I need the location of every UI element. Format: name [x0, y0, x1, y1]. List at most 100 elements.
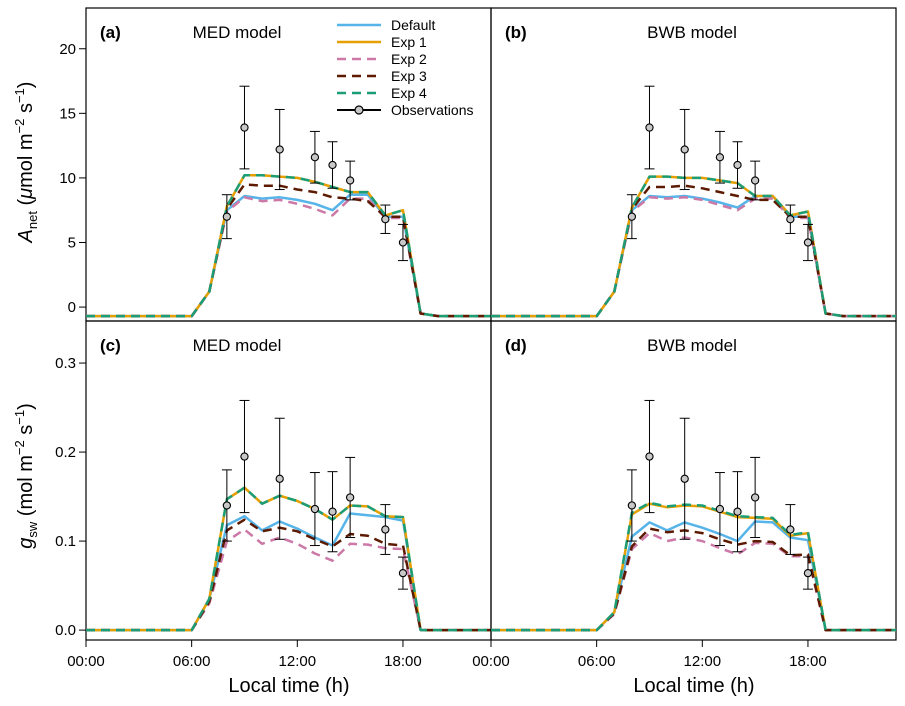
panel-a-obs-point [222, 212, 232, 221]
panel-c-frame [85, 320, 492, 641]
panel-b-obs-point [750, 176, 760, 185]
panel-d-obs-point [786, 525, 795, 534]
panel-b-obs-point [786, 215, 795, 224]
panel-a-ytick-label: 10 [59, 170, 76, 187]
panel-c-obs-point [345, 493, 355, 502]
legend-entry-exp3: Exp 3 [337, 68, 427, 84]
panel-a-series-exp1 [86, 174, 491, 318]
panel-b-frame [490, 7, 897, 322]
panel-a-ytick-label: 0 [68, 299, 76, 316]
legend-label-exp1: Exp 1 [391, 34, 427, 50]
legend: Default Exp 1 Exp 2 Exp 3 Exp 4 Observat… [337, 17, 473, 118]
panel-b-series-exp4 [491, 175, 896, 318]
panel-d: 00:00 06:00 12:00 18:00 (d) BWB model [472, 320, 897, 670]
panel-c-title: MED model [193, 336, 282, 355]
panel-b-title: BWB model [647, 23, 737, 42]
x-axis-title-right: Local time (h) [633, 675, 754, 697]
panel-d-frame [490, 320, 897, 641]
panel-a-ytick-label: 20 [59, 41, 76, 58]
panel-c-ytick-label: 0.1 [55, 533, 76, 550]
legend-label-exp4: Exp 4 [391, 85, 427, 101]
panel-c-xtick-label: 18:00 [384, 653, 422, 670]
panel-a-letter: (a) [100, 23, 121, 42]
panel-c-obs-point [398, 568, 408, 578]
panel-a-ytick-label: 15 [59, 105, 76, 122]
panel-d-series-default [491, 520, 896, 632]
panel-a-obs-point [240, 123, 249, 132]
panel-d-xtick-label: 18:00 [789, 653, 827, 670]
panel-d-series-exp2 [491, 531, 896, 632]
panel-a-series-exp2 [86, 196, 491, 318]
panel-d-obs-point [627, 501, 637, 510]
panel-c-obs-point [381, 525, 390, 534]
legend-entry-exp2: Exp 2 [337, 51, 427, 67]
panel-b-obs-point [803, 238, 813, 247]
panel-d-series-exp4 [491, 501, 896, 632]
panel-d-obs-point [803, 568, 813, 578]
panel-d-xtick-label: 06:00 [578, 653, 616, 670]
panel-c-letter: (c) [100, 336, 121, 355]
panel-c-obs-point [328, 507, 337, 516]
panel-d-series-exp3 [491, 527, 896, 632]
panel-c-xtick-label: 06:00 [173, 653, 211, 670]
panel-a-obs-point [345, 176, 355, 185]
panel-b-obs-point [715, 153, 725, 162]
panel-c-series-exp4 [86, 486, 491, 632]
panel-d-obs-point [715, 504, 725, 514]
panel-b-obs-point [627, 212, 637, 221]
legend-entry-exp4: Exp 4 [337, 85, 427, 101]
panel-c-series-exp3 [86, 518, 491, 632]
panel-b: (b) BWB model [490, 7, 897, 322]
panel-a-obs-point [310, 153, 320, 162]
legend-entry-exp1: Exp 1 [337, 34, 427, 50]
panel-c-ytick-label: 0.0 [55, 622, 76, 639]
panel-a-series-default [86, 193, 491, 318]
panel-a-series-exp4 [86, 174, 491, 318]
x-axis-title-left: Local time (h) [228, 675, 349, 697]
panel-c-obs-point [310, 504, 320, 514]
panel-c-obs-point [275, 474, 284, 483]
y-axis-title-top: Anet (μmol m−2 s−1) [12, 82, 40, 244]
legend-entry-default: Default [337, 17, 435, 33]
panel-d-obs-point [750, 493, 760, 502]
legend-entry-observations: Observations [337, 102, 473, 118]
panel-d-xtick-label: 00:00 [472, 653, 510, 670]
panel-b-series-default [491, 194, 896, 318]
panel-d-series-exp1 [491, 502, 896, 632]
panel-b-series-exp2 [491, 196, 896, 318]
panel-c-series-exp1 [86, 486, 491, 632]
legend-label-default: Default [391, 17, 435, 33]
panel-c-series-default [86, 512, 491, 632]
panel-a-title: MED model [193, 23, 282, 42]
legend-swatch-observations-marker [354, 105, 364, 115]
panel-a: 0 5 10 15 20 (a) MED model [59, 7, 492, 322]
panel-d-obs-point [733, 507, 742, 516]
panel-c-xtick-label: 00:00 [67, 653, 105, 670]
y-axis-title-bottom: gsw (mol m−2 s−1) [12, 403, 40, 549]
panel-a-obs-point [381, 215, 390, 224]
panel-c-ytick-label: 0.2 [55, 444, 76, 461]
panel-d-obs-point [645, 452, 654, 461]
panel-b-obs-point [733, 160, 742, 170]
panel-c-xtick-label: 12:00 [279, 653, 317, 670]
panel-a-obs-point [328, 160, 337, 170]
panel-d-xtick-label: 12:00 [684, 653, 722, 670]
panel-b-series-exp3 [491, 184, 896, 318]
panel-c-obs-point [222, 501, 232, 510]
panel-a-obs-point [398, 238, 408, 247]
panel-b-obs-point [680, 145, 689, 154]
panel-b-obs-point [645, 123, 654, 132]
panel-d-title: BWB model [647, 336, 737, 355]
panel-a-obs-point [275, 145, 284, 154]
legend-label-exp3: Exp 3 [391, 68, 427, 84]
panel-a-frame [85, 7, 492, 322]
panel-c-series-exp2 [86, 528, 491, 632]
panel-a-series-exp3 [86, 183, 491, 318]
legend-label-observations: Observations [391, 102, 473, 118]
panels: 0 5 10 15 20 (a) MED model (b) BWB model 0.0 0.1 0.… [55, 7, 897, 670]
panel-d-obs-point [680, 474, 689, 483]
panel-a-ytick-label: 5 [68, 235, 76, 252]
panel-c-obs-point [240, 452, 249, 461]
panel-b-letter: (b) [505, 23, 527, 42]
